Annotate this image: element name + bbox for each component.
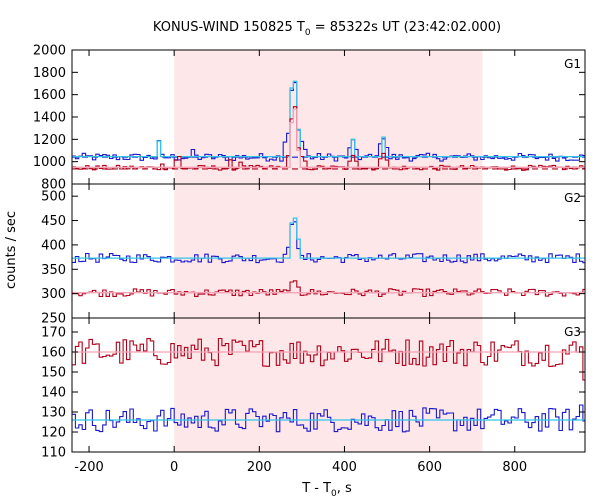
y-tick-label: 160 (41, 346, 66, 361)
panel-data (72, 217, 585, 298)
series-cyan (72, 217, 585, 259)
x-axis: -200 0 200 400 600 800 (74, 460, 527, 475)
y-tick-label: 400 (41, 238, 66, 253)
y-tick-label: 250 (41, 312, 66, 327)
y-tick-label: 170 (41, 326, 66, 341)
y-tick-label: 110 (41, 446, 66, 461)
x-tick-label: 800 (502, 460, 527, 475)
panel-data (72, 80, 585, 171)
panel-data (72, 337, 585, 433)
series-blue (72, 404, 585, 433)
y-tick-label: 1400 (33, 111, 66, 126)
x-tick-label: 400 (332, 460, 357, 475)
x-tick-label: -200 (74, 460, 104, 475)
y-tick-label: 450 (41, 214, 66, 229)
y-tick-label: 800 (41, 178, 66, 193)
y-axis-title: counts / sec (4, 211, 19, 289)
panel-label: G3 (564, 325, 581, 339)
panel-g1: 800 1000 1200 1400 1600 1800 2000 G1 (33, 44, 586, 193)
series-dark_red (72, 106, 585, 171)
y-tick-label: 350 (41, 263, 66, 278)
y-tick-label: 120 (41, 426, 66, 441)
panel-label: G1 (564, 57, 581, 71)
y-tick-label: 140 (41, 386, 66, 401)
highlight-interval (174, 184, 483, 318)
panel-g3: 110 120 130 140 150 160 170 G3 (41, 317, 586, 461)
y-tick-label: 1200 (33, 133, 66, 148)
series-pink_fit (72, 108, 585, 168)
panel-label: G2 (564, 191, 581, 205)
highlight-interval (174, 50, 483, 184)
y-tick-label: 1800 (33, 66, 66, 81)
y-tick-label: 130 (41, 406, 66, 421)
svg-text:T - T0, s: T - T0, s (301, 481, 352, 499)
y-tick-label: 500 (41, 190, 66, 205)
highlight-interval (174, 318, 483, 452)
x-axis-title: T - T0, s (301, 481, 352, 499)
y-tick-label: 1000 (33, 155, 66, 170)
chart-title: KONUS-WIND 150825 T0 = 85322s UT (23:42:… (153, 20, 501, 38)
y-tick-label: 150 (41, 366, 66, 381)
svg-text:counts / sec: counts / sec (4, 211, 19, 289)
svg-text:KONUS-WIND 150825 T0 = 85322s: KONUS-WIND 150825 T0 = 85322s UT (23:42:… (153, 20, 501, 38)
panel-g2: 250 300 350 400 450 500 G2 (41, 183, 586, 327)
x-tick-label: 200 (247, 460, 272, 475)
x-tick-label: 0 (170, 460, 178, 475)
panel-frame (71, 317, 586, 453)
series-cyan (72, 80, 585, 158)
x-tick-label: 600 (417, 460, 442, 475)
y-tick-label: 2000 (33, 44, 66, 59)
y-tick-label: 1600 (33, 88, 66, 103)
y-tick-label: 300 (41, 287, 66, 302)
